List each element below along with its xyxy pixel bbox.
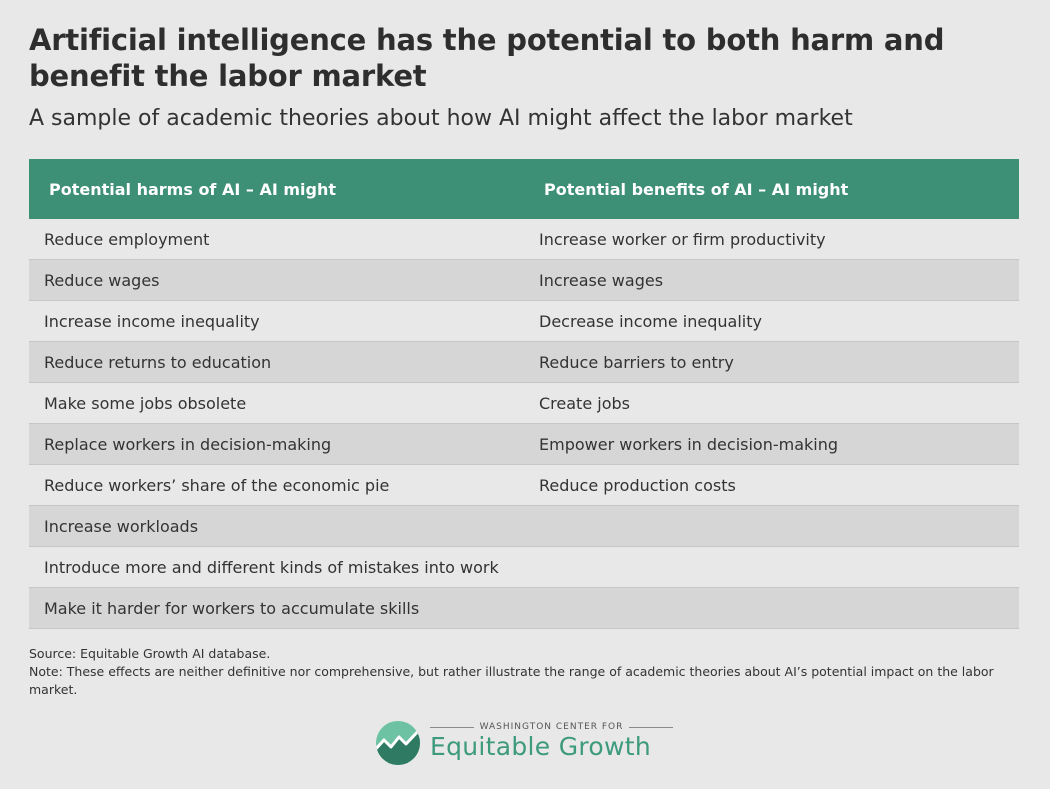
table-row: Increase income inequality Decrease inco… bbox=[29, 301, 1019, 342]
benefit-cell: Empower workers in decision-making bbox=[539, 434, 839, 454]
harm-cell: Make some jobs obsolete bbox=[44, 393, 247, 413]
table-row: Make some jobs obsolete Create jobs bbox=[29, 383, 1019, 424]
table-row: Reduce returns to education Reduce barri… bbox=[29, 342, 1019, 383]
logo-small-text: WASHINGTON CENTER FOR bbox=[479, 722, 624, 732]
harm-cell: Replace workers in decision-making bbox=[44, 434, 332, 454]
harm-cell: Introduce more and different kinds of mi… bbox=[44, 557, 499, 577]
source-notes: Source: Equitable Growth AI database. No… bbox=[29, 645, 1019, 699]
logo-wordmark: Equitable Growth bbox=[430, 732, 652, 761]
harm-cell: Reduce employment bbox=[44, 229, 210, 249]
benefit-cell: Create jobs bbox=[539, 393, 630, 413]
benefit-cell: Decrease income inequality bbox=[539, 311, 762, 331]
benefit-cell: Reduce production costs bbox=[539, 475, 736, 495]
benefit-cell: Increase wages bbox=[539, 270, 664, 290]
growth-chart-icon bbox=[376, 721, 420, 765]
logo-top-line: WASHINGTON CENTER FOR bbox=[430, 720, 673, 734]
harm-cell: Make it harder for workers to accumulate… bbox=[44, 598, 420, 618]
table-row: Reduce employment Increase worker or fir… bbox=[29, 219, 1019, 260]
table-row: Reduce workers’ share of the economic pi… bbox=[29, 465, 1019, 506]
harm-cell: Reduce workers’ share of the economic pi… bbox=[44, 475, 390, 495]
page-subtitle: A sample of academic theories about how … bbox=[29, 106, 853, 131]
source-text: Source: Equitable Growth AI database. bbox=[29, 646, 271, 661]
page-title: Artificial intelligence has the potentia… bbox=[29, 23, 945, 93]
table-row: Reduce wages Increase wages bbox=[29, 260, 1019, 301]
header-harms: Potential harms of AI – AI might bbox=[49, 179, 336, 199]
equitable-growth-logo: WASHINGTON CENTER FOR Equitable Growth bbox=[375, 718, 675, 768]
table-row: Increase workloads bbox=[29, 506, 1019, 547]
benefit-cell: Increase worker or firm productivity bbox=[539, 229, 826, 249]
table-header: Potential harms of AI – AI might Potenti… bbox=[29, 159, 1019, 219]
harm-cell: Increase workloads bbox=[44, 516, 199, 536]
benefit-cell: Reduce barriers to entry bbox=[539, 352, 734, 372]
harm-cell: Reduce returns to education bbox=[44, 352, 272, 372]
note-text: Note: These effects are neither definiti… bbox=[29, 664, 994, 697]
harm-cell: Reduce wages bbox=[44, 270, 160, 290]
harm-cell: Increase income inequality bbox=[44, 311, 260, 331]
header-benefits: Potential benefits of AI – AI might bbox=[544, 179, 849, 199]
table-row: Introduce more and different kinds of mi… bbox=[29, 547, 1019, 588]
table-row: Make it harder for workers to accumulate… bbox=[29, 588, 1019, 629]
table-row: Replace workers in decision-making Empow… bbox=[29, 424, 1019, 465]
effects-table: Potential harms of AI – AI might Potenti… bbox=[29, 159, 1019, 629]
